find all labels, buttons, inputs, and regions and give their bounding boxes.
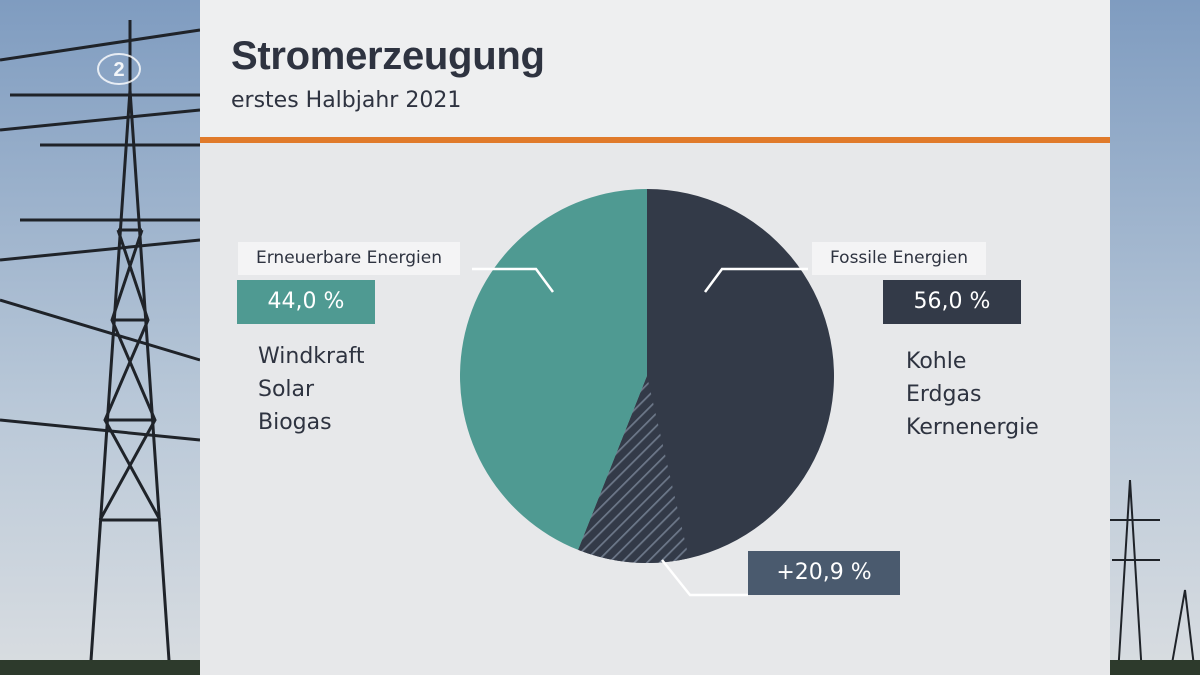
chart-subtitle: erstes Halbjahr 2021: [231, 88, 462, 113]
list-item: Solar: [258, 377, 315, 402]
list-item: Kohle: [906, 349, 967, 374]
chart-area: Erneuerbare Energien 44,0 % Windkraft So…: [200, 143, 1110, 675]
zdf-logo: 2: [96, 52, 142, 86]
renewable-sources: Windkraft Solar Biogas: [258, 340, 365, 439]
fossil-sources: Kohle Erdgas Kernenergie: [906, 345, 1039, 444]
pie-slice-highlight-change: [578, 376, 689, 563]
pie-chart: [460, 189, 835, 597]
fossil-callout-line: [703, 267, 808, 293]
renewable-value: 44,0 %: [237, 280, 375, 324]
fossil-label: Fossile Energien: [812, 242, 987, 275]
left-pylon: [0, 20, 201, 675]
list-item: Kernenergie: [906, 415, 1039, 440]
list-item: Windkraft: [258, 344, 365, 369]
accent-divider: [200, 137, 1110, 143]
pie-slice-erneuerbare-energien: [460, 189, 647, 550]
chart-title: Stromerzeugung: [231, 34, 545, 78]
infographic-panel: Stromerzeugung erstes Halbjahr 2021 Erne…: [200, 0, 1110, 675]
right-pylon: [1110, 479, 1196, 675]
list-item: Erdgas: [906, 382, 982, 407]
renewable-callout-line: [472, 267, 555, 293]
change-callout-line: [661, 559, 748, 597]
renewable-label: Erneuerbare Energien: [238, 242, 460, 275]
header: Stromerzeugung erstes Halbjahr 2021: [200, 0, 1110, 137]
list-item: Biogas: [258, 410, 332, 435]
fossil-value: 56,0 %: [883, 280, 1021, 324]
change-value: +20,9 %: [748, 551, 900, 595]
logo-text: 2: [113, 59, 124, 81]
